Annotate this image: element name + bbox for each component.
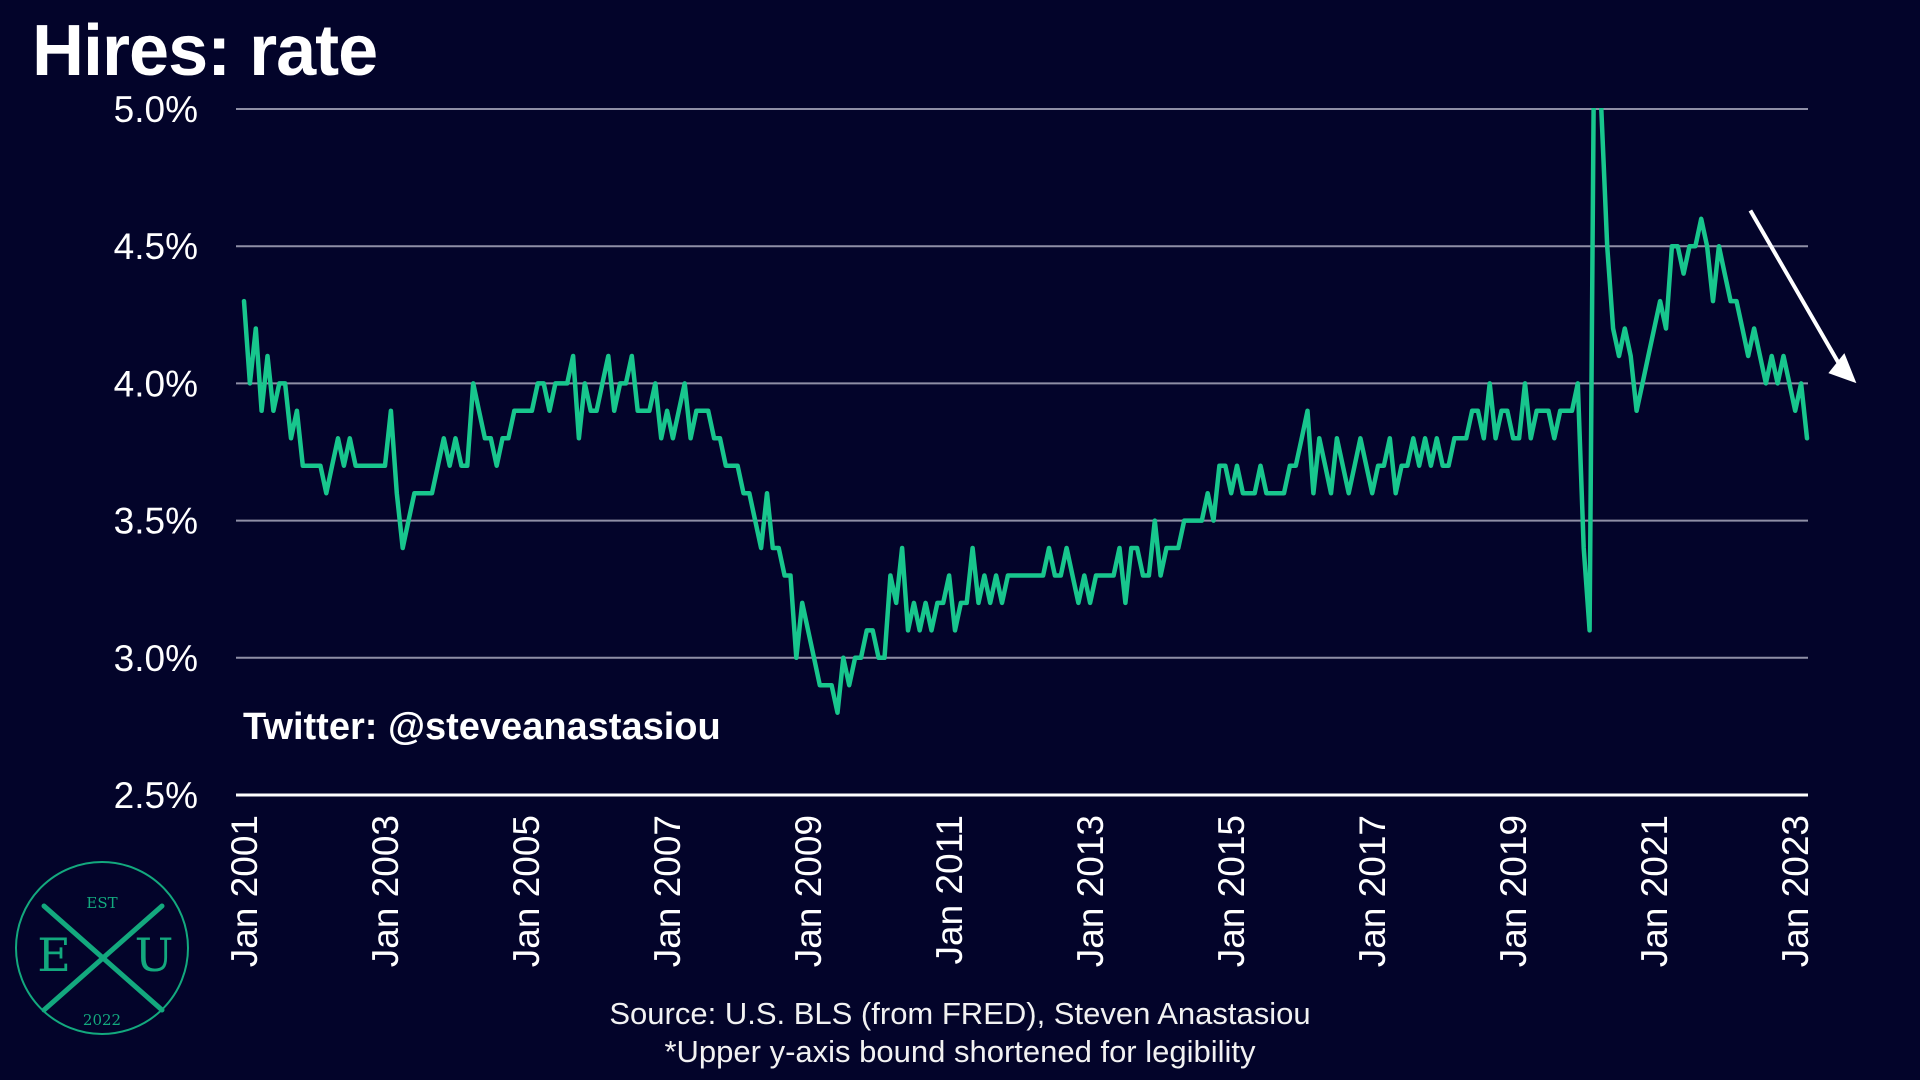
logo-letter-u: U xyxy=(135,928,174,982)
x-tick-label: Jan 2023 xyxy=(1775,815,1816,967)
x-tick-label: Jan 2019 xyxy=(1493,815,1534,967)
x-tick-label: Jan 2007 xyxy=(647,815,688,967)
logo-year: 2022 xyxy=(83,1011,121,1029)
x-tick-label: Jan 2009 xyxy=(788,815,829,967)
y-tick-label: 3.0% xyxy=(114,638,198,679)
x-tick-label: Jan 2017 xyxy=(1352,815,1393,967)
x-tick-label: Jan 2021 xyxy=(1634,815,1675,967)
y-tick-label: 2.5% xyxy=(114,775,198,816)
y-tick-label: 4.0% xyxy=(114,363,198,404)
y-tick-label: 4.5% xyxy=(114,226,198,267)
trend-arrow xyxy=(1748,209,1843,368)
plot-area xyxy=(241,108,1810,715)
y-tick-label: 3.5% xyxy=(114,501,198,542)
y-tick-label: 5.0% xyxy=(114,89,198,130)
x-tick-label: Jan 2011 xyxy=(929,815,970,965)
x-tick-label: Jan 2003 xyxy=(365,815,406,967)
page-title: Hires: rate xyxy=(32,11,378,91)
trend-arrowhead xyxy=(1828,353,1857,384)
axis-note: *Upper y-axis bound shortened for legibi… xyxy=(664,1034,1256,1069)
logo-letter-e: E xyxy=(37,928,71,982)
logo-ring xyxy=(15,861,189,1035)
twitter-handle: Twitter: @steveanastasiou xyxy=(243,706,721,748)
grid-lines xyxy=(236,108,1808,797)
logo-cross-stroke xyxy=(41,903,165,1013)
x-axis-ticks: Jan 2001 Jan 2003 Jan 2005 Jan 2007 Jan 2009… xyxy=(224,815,1816,967)
x-tick-label: Jan 2013 xyxy=(1070,815,1111,967)
x-tick-label: Jan 2001 xyxy=(224,815,265,967)
x-tick-label: Jan 2015 xyxy=(1211,815,1252,967)
hires-rate-series-line xyxy=(241,108,1810,715)
brand-logo: EST E U 2022 xyxy=(15,861,189,1035)
source-note: Source: U.S. BLS (from FRED), Steven Ana… xyxy=(450,995,1470,1071)
y-axis-ticks: 2.5% 3.0% 3.5% 4.0% 4.5% 5.0% xyxy=(114,89,198,816)
x-tick-label: Jan 2005 xyxy=(506,815,547,967)
logo-est: EST xyxy=(86,894,117,912)
annotations xyxy=(1748,209,1857,384)
source-line: Source: U.S. BLS (from FRED), Steven Ana… xyxy=(609,996,1311,1031)
